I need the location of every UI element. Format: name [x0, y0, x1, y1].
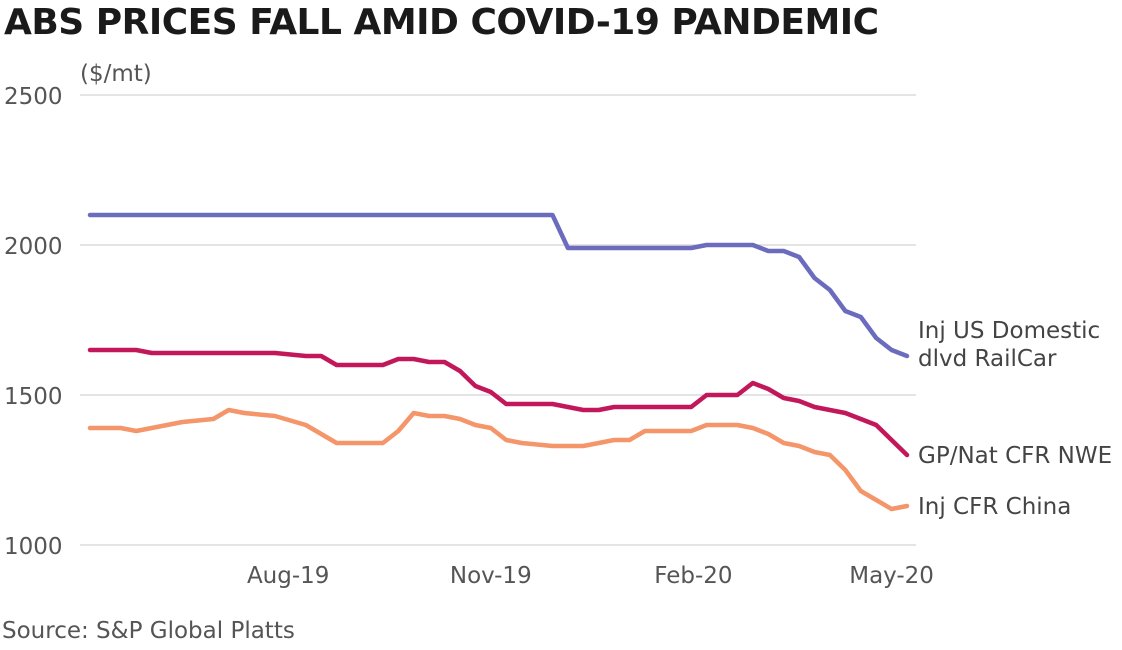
series-label-2: GP/Nat CFR NWE: [918, 443, 1112, 469]
y-tick-label: 1000: [4, 534, 63, 560]
line-chart: ($/mt) 1000 1500 2000 2500 Aug-19 Nov-19 Feb-…: [4, 61, 1112, 589]
x-tick-label: Nov-19: [450, 563, 532, 589]
series-label-1: Inj US Domestic dlvd RailCar: [918, 318, 1100, 372]
x-tick-label: Feb-20: [654, 563, 732, 589]
source-note: Source: S&P Global Platts: [2, 618, 295, 644]
y-tick-label: 2500: [4, 84, 63, 110]
x-tick-label: May-20: [849, 563, 934, 589]
y-tick-label: 1500: [4, 384, 63, 410]
gridlines: [80, 94, 916, 546]
series-labels: Inj US Domestic dlvd RailCar GP/Nat CFR NW…: [918, 318, 1112, 520]
y-axis-tick-labels: 1000 1500 2000 2500: [4, 84, 63, 560]
y-axis-unit-label: ($/mt): [80, 61, 152, 87]
series-line-1: [87, 212, 910, 359]
chart-title: ABS PRICES FALL AMID COVID-19 PANDEMIC: [4, 2, 879, 43]
series-label-3: Inj CFR China: [918, 494, 1071, 520]
x-tick-label: Aug-19: [247, 563, 329, 589]
x-axis-tick-labels: Aug-19 Nov-19 Feb-20 May-20: [247, 563, 934, 589]
series-line-3: [87, 407, 910, 512]
y-tick-label: 2000: [4, 234, 63, 260]
series-lines: [87, 212, 910, 512]
series-line-2: [87, 347, 910, 458]
